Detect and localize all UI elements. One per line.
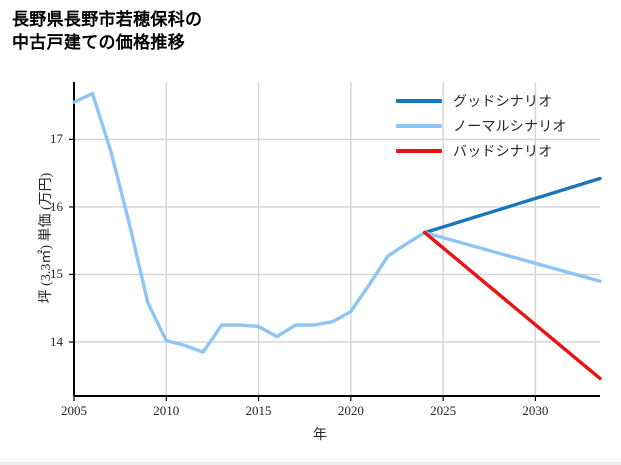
legend-label: バッドシナリオ bbox=[453, 144, 553, 160]
series-line-2 bbox=[422, 230, 602, 283]
y-tick-label: 17 bbox=[50, 131, 63, 147]
legend-item-1[interactable]: ノーマルシナリオ bbox=[396, 113, 606, 138]
legend-item-2[interactable]: バッドシナリオ bbox=[396, 138, 606, 163]
x-tick-label: 2010 bbox=[153, 403, 180, 418]
legend-item-0[interactable]: グッドシナリオ bbox=[396, 88, 606, 113]
data-series-group bbox=[72, 91, 602, 381]
series-line-0 bbox=[72, 91, 427, 354]
legend-swatch-icon bbox=[396, 148, 442, 153]
x-tick-label: 2025 bbox=[430, 403, 457, 418]
chart-title: 長野県長野市若穂保科の 中古戸建ての価格推移 bbox=[12, 10, 203, 53]
legend-swatch-icon bbox=[396, 98, 442, 103]
y-axis-title: 坪 (3.3㎡) 単価 (万円) bbox=[39, 172, 54, 304]
legend-label: グッドシナリオ bbox=[453, 94, 553, 110]
legend-label: ノーマルシナリオ bbox=[453, 119, 567, 135]
y-tick-label: 15 bbox=[50, 266, 63, 282]
series-line-1 bbox=[422, 176, 602, 235]
chart-legend: グッドシナリオ ノーマルシナリオ バッドシナリオ bbox=[396, 88, 606, 163]
legend-swatch-icon bbox=[396, 123, 442, 128]
x-axis-title: 年 bbox=[313, 428, 327, 443]
axis-spines bbox=[73, 82, 600, 397]
series-line-3 bbox=[422, 230, 602, 381]
axis-ticks bbox=[69, 138, 537, 401]
x-tick-label: 2015 bbox=[245, 403, 272, 418]
x-tick-label: 2020 bbox=[337, 403, 364, 418]
y-tick-label: 14 bbox=[50, 333, 63, 349]
x-tick-label: 2030 bbox=[522, 403, 549, 418]
bottom-divider bbox=[0, 462, 621, 465]
y-tick-label: 16 bbox=[50, 198, 63, 214]
x-tick-label: 2005 bbox=[61, 403, 87, 418]
